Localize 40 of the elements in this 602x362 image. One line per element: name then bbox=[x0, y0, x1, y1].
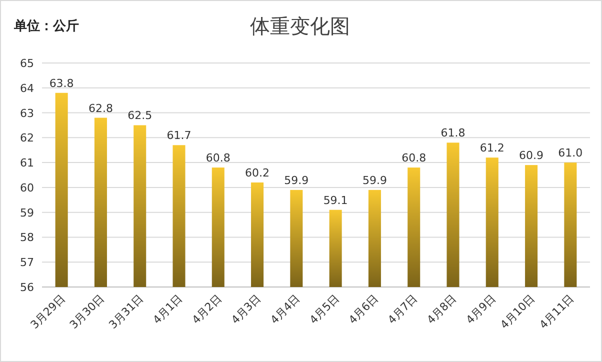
data-label: 61.7 bbox=[166, 129, 192, 142]
data-label: 59.9 bbox=[362, 174, 387, 187]
x-tick-label: 4月8日 bbox=[424, 292, 460, 327]
x-tick-label: 4月7日 bbox=[385, 292, 420, 327]
x-tick-label: 3月30日 bbox=[67, 292, 107, 332]
data-label: 60.9 bbox=[519, 149, 544, 162]
data-label: 59.1 bbox=[323, 194, 348, 207]
data-label: 60.8 bbox=[206, 152, 230, 165]
x-tick-label: 4月3日 bbox=[228, 292, 264, 327]
data-label: 59.9 bbox=[284, 174, 309, 187]
data-label: 61.0 bbox=[558, 146, 583, 160]
y-tick-label: 56 bbox=[20, 281, 34, 294]
x-tick-label: 3月31日 bbox=[106, 292, 146, 332]
y-tick-label: 58 bbox=[20, 231, 34, 244]
data-label: 60.2 bbox=[245, 166, 270, 180]
data-label: 62.8 bbox=[88, 102, 113, 115]
text: 单位：公斤 bbox=[13, 18, 79, 34]
x-tick-label: 4月4日 bbox=[268, 292, 303, 327]
data-label: 63.8 bbox=[49, 76, 74, 90]
y-tick-label: 61 bbox=[20, 156, 34, 170]
x-tick-label: 4月2日 bbox=[190, 292, 224, 327]
x-tick-label: 4月1日 bbox=[150, 292, 186, 327]
y-tick-label: 64 bbox=[20, 82, 34, 95]
x-tick-label: 4月10日 bbox=[498, 292, 538, 332]
y-tick-label: 59 bbox=[20, 206, 34, 220]
y-tick-label: 65 bbox=[20, 57, 34, 70]
y-tick-label: 57 bbox=[20, 256, 34, 270]
x-tick-label: 4月9日 bbox=[464, 292, 498, 327]
data-label: 61.2 bbox=[480, 142, 504, 155]
y-tick-label: 63 bbox=[20, 106, 34, 120]
data-label: 60.8 bbox=[402, 152, 426, 165]
chart-title: 体重变化图 bbox=[250, 14, 350, 38]
x-tick-label: 4月6日 bbox=[346, 292, 381, 327]
x-tick-label: 4月11日 bbox=[536, 292, 577, 332]
x-tick-label: 3月29日 bbox=[28, 292, 68, 332]
y-tick-label: 62 bbox=[20, 132, 34, 145]
x-tick-label: 4月5日 bbox=[307, 292, 342, 327]
data-label: 61.8 bbox=[440, 126, 466, 140]
data-label: 62.5 bbox=[128, 109, 152, 122]
y-tick-label: 60 bbox=[20, 181, 34, 194]
